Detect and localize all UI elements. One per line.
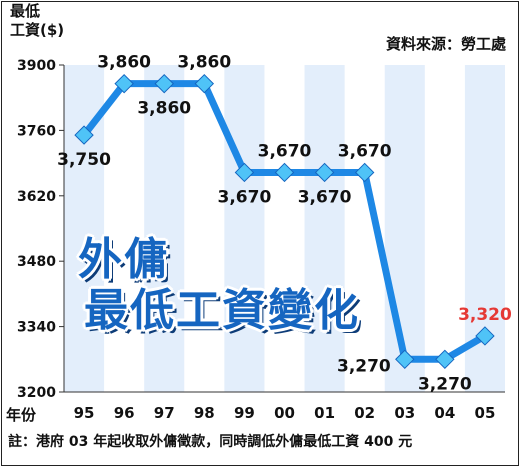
data-label: 3,750 (57, 150, 111, 170)
column-stripe (224, 65, 265, 392)
footnote: 註：港府 03 年起收取外傭徵款，同時調低外傭最低工資 400 元 (8, 434, 413, 450)
data-point (314, 162, 335, 183)
x-tick-label: 02 (354, 404, 375, 422)
data-label: 3,670 (218, 187, 272, 207)
x-tick-label: 03 (394, 404, 415, 422)
data-label: 3,320 (458, 305, 512, 325)
x-tick-label: 99 (234, 404, 255, 422)
headline-line1: 外傭 (78, 234, 170, 285)
y-tick-label: 3200 (17, 385, 56, 401)
y-axis-label: 最低 工資($) (10, 2, 65, 39)
data-point (475, 326, 495, 346)
column-stripe (144, 65, 185, 392)
data-label: 3,670 (258, 141, 312, 161)
data-label: 3,670 (338, 141, 392, 161)
x-tick-label: 96 (114, 404, 135, 422)
data-point (354, 162, 375, 183)
data-point (154, 73, 174, 94)
source-label: 資料來源：勞工處 (385, 35, 506, 53)
data-point (234, 162, 255, 183)
column-stripe (384, 65, 425, 392)
x-tick-label: 97 (154, 404, 175, 422)
x-tick-label: 00 (274, 404, 295, 422)
data-point (74, 125, 94, 145)
y-tick-label: 3760 (17, 123, 56, 139)
data-point (395, 349, 415, 370)
column-stripe (304, 65, 345, 392)
y-tick-label: 3900 (17, 58, 56, 74)
data-label: 3,860 (177, 53, 231, 73)
x-tick-label: 98 (194, 404, 215, 422)
x-tick-label: 04 (434, 404, 455, 422)
data-point (194, 73, 215, 94)
data-label: 3,270 (418, 374, 472, 394)
y-tick-label: 3480 (17, 254, 56, 270)
y-tick-label: 3620 (17, 189, 56, 205)
data-label: 3,270 (337, 356, 391, 376)
data-label: 3,670 (298, 187, 352, 207)
data-label: 3,860 (97, 53, 151, 73)
data-point (114, 73, 134, 94)
y-tick-label: 3340 (17, 320, 56, 336)
x-tick-label: 01 (314, 404, 335, 422)
data-point (435, 349, 455, 370)
x-axis-label: 年份 (6, 406, 37, 424)
x-tick-label: 95 (74, 404, 95, 422)
x-tick-label: 05 (475, 404, 496, 422)
headline-line2: 最低工資變化 (84, 285, 360, 336)
data-point (274, 162, 295, 183)
data-label: 3,860 (137, 99, 191, 119)
